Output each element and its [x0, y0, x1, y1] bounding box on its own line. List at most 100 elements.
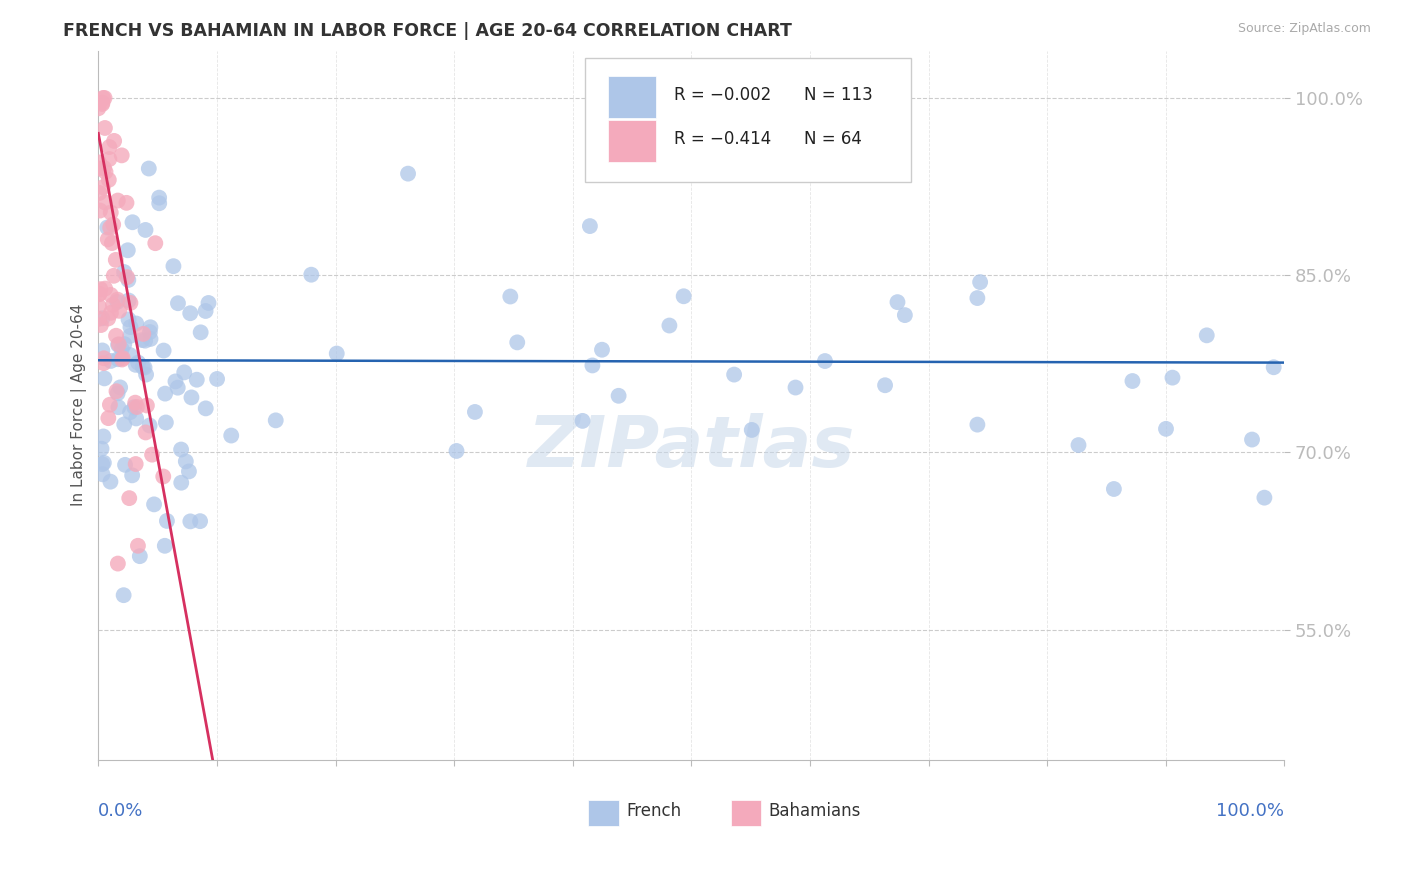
Point [118, 348, 141, 362]
Point [138, 161, 160, 176]
Point [152, 469, 174, 483]
Point [97, 311, 120, 326]
Point [1154, 422, 1177, 436]
Point [875, 378, 897, 392]
Point [167, 296, 190, 310]
Point [94, 282, 117, 296]
Point [93, 371, 115, 385]
Point [91, 97, 114, 112]
Point [118, 293, 141, 308]
Point [190, 326, 212, 340]
Point [105, 294, 128, 309]
Point [179, 515, 201, 529]
Point [112, 588, 135, 602]
Point [135, 368, 157, 382]
Point [120, 320, 142, 334]
Point [143, 236, 166, 251]
Point [120, 405, 142, 419]
Point [607, 389, 630, 403]
Text: N = 113: N = 113 [804, 87, 873, 104]
Point [111, 351, 134, 365]
Point [112, 337, 135, 351]
Point [1067, 438, 1090, 452]
Point [135, 425, 157, 440]
Point [87, 101, 110, 115]
Point [138, 418, 160, 433]
Point [91, 91, 114, 105]
Point [111, 352, 134, 367]
Point [173, 365, 195, 379]
Point [96, 220, 118, 235]
Point [97, 411, 120, 425]
Point [219, 428, 242, 442]
Point [89, 286, 111, 301]
Point [87, 300, 110, 314]
Point [132, 360, 155, 375]
Point [153, 539, 176, 553]
Point [499, 289, 522, 303]
Point [894, 308, 917, 322]
Point [464, 405, 486, 419]
Point [165, 375, 187, 389]
Point [117, 273, 139, 287]
Point [101, 235, 124, 250]
Point [205, 372, 228, 386]
Point [107, 401, 129, 415]
Point [197, 296, 219, 310]
Point [180, 391, 202, 405]
Point [134, 360, 156, 375]
FancyBboxPatch shape [731, 800, 762, 825]
Point [100, 288, 122, 302]
Point [105, 384, 128, 399]
Point [141, 448, 163, 462]
Point [120, 329, 142, 343]
Text: 100.0%: 100.0% [1216, 802, 1285, 820]
Point [105, 328, 128, 343]
Point [170, 475, 193, 490]
Text: FRENCH VS BAHAMIAN IN LABOR FORCE | AGE 20-64 CORRELATION CHART: FRENCH VS BAHAMIAN IN LABOR FORCE | AGE … [63, 22, 792, 40]
Point [186, 373, 208, 387]
Point [153, 386, 176, 401]
Point [121, 468, 143, 483]
Point [166, 381, 188, 395]
Point [709, 151, 731, 165]
Point [139, 332, 162, 346]
Point [506, 335, 529, 350]
Point [131, 333, 153, 347]
Point [93, 456, 115, 470]
Point [125, 317, 148, 331]
Point [723, 368, 745, 382]
Point [115, 195, 138, 210]
Point [177, 464, 200, 478]
Point [89, 287, 111, 301]
Point [127, 356, 149, 370]
Point [112, 417, 135, 432]
Point [127, 539, 149, 553]
Point [114, 458, 136, 472]
Point [107, 557, 129, 571]
Point [98, 140, 121, 154]
Point [194, 304, 217, 318]
Point [143, 497, 166, 511]
Point [125, 400, 148, 414]
Point [98, 152, 121, 166]
Point [98, 398, 121, 412]
Point [135, 399, 157, 413]
Point [117, 244, 139, 258]
Point [124, 358, 146, 372]
Point [89, 282, 111, 296]
Point [134, 334, 156, 348]
Point [100, 306, 122, 320]
Text: ZIPatlas: ZIPatlas [527, 413, 855, 483]
Point [87, 155, 110, 169]
Point [91, 343, 114, 358]
Point [1240, 433, 1263, 447]
Point [118, 491, 141, 505]
Point [579, 219, 602, 233]
Point [139, 320, 162, 334]
Text: 0.0%: 0.0% [98, 802, 143, 820]
Point [658, 318, 681, 333]
Point [111, 342, 134, 356]
Point [93, 356, 115, 370]
Point [969, 275, 991, 289]
